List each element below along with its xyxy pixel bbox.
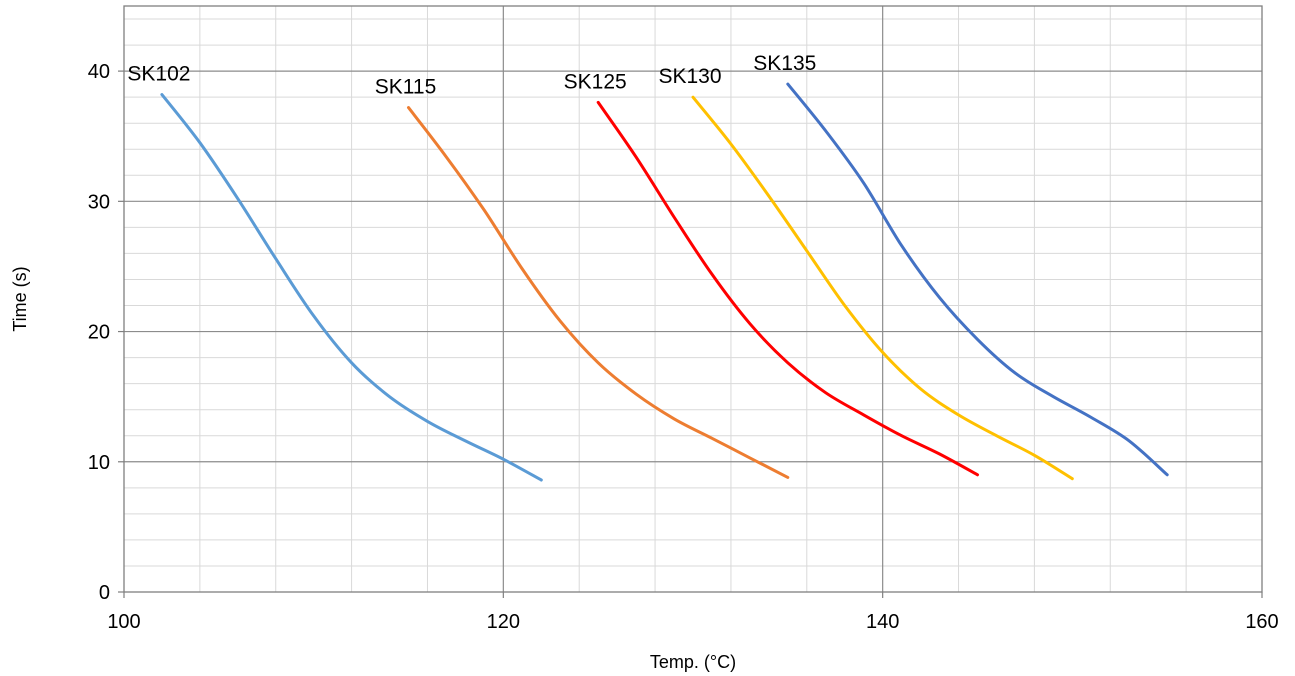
x-tick-label: 140 — [866, 611, 899, 633]
series-line-sk102 — [160, 93, 543, 482]
series-label-sk115: SK115 — [375, 76, 437, 99]
series-label-sk130: SK130 — [658, 65, 721, 88]
y-axis-tick-labels: 0 10 20 30 40 — [88, 61, 124, 604]
x-tick-label: 120 — [487, 611, 520, 633]
minor-grid — [124, 6, 1262, 592]
y-tick-label: 20 — [88, 322, 110, 344]
y-tick-label: 30 — [88, 191, 110, 213]
major-grid — [124, 6, 1262, 592]
series-line-sk125 — [596, 100, 979, 477]
y-tick-label: 10 — [88, 452, 110, 474]
series-line-sk115 — [407, 106, 790, 479]
x-tick-label: 160 — [1245, 611, 1278, 633]
series-label-sk135: SK135 — [753, 52, 816, 75]
plot-frame — [123, 5, 1263, 593]
x-tick-label: 100 — [107, 611, 140, 633]
series-label-sk102: SK102 — [127, 63, 190, 86]
x-axis-title: Temp. (°C) — [650, 652, 736, 672]
series-line-sk130 — [691, 95, 1074, 481]
series-label-sk125: SK125 — [564, 70, 627, 93]
series-lines — [160, 82, 1169, 482]
series-line-sk135 — [786, 82, 1169, 477]
x-axis-tick-labels: 100 120 140 160 — [107, 592, 1279, 633]
y-axis-title: Time (s) — [10, 266, 30, 331]
y-tick-label: 40 — [88, 61, 110, 83]
y-tick-label: 0 — [99, 582, 110, 604]
series-labels: SK102 SK115 SK125 SK130 SK135 — [127, 52, 816, 98]
